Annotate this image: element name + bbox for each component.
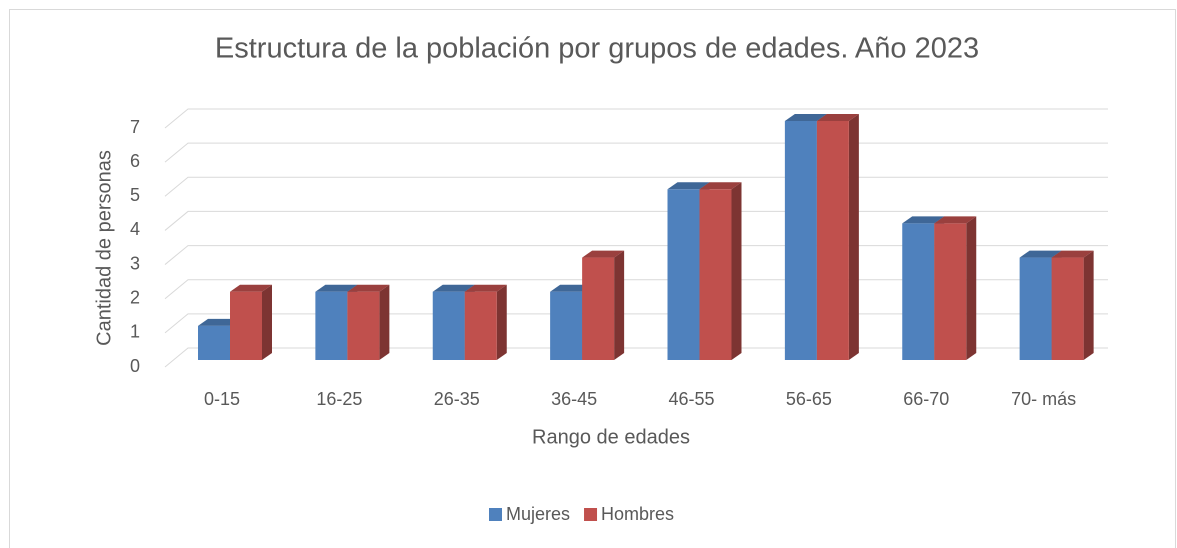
x-tick-label: 46-55 — [668, 389, 714, 409]
legend-swatch — [584, 508, 598, 521]
x-tick-label: 66-70 — [903, 389, 949, 409]
bar — [1019, 257, 1052, 360]
bar — [934, 223, 967, 360]
chart-title: Estructura de la población por grupos de… — [215, 33, 979, 65]
y-tick-label: 0 — [130, 356, 140, 376]
legend-swatch — [489, 508, 502, 521]
bar — [784, 121, 817, 360]
x-tick-label: 56-65 — [786, 389, 832, 409]
bar-top — [464, 284, 507, 292]
bar-top — [934, 216, 977, 224]
bar — [816, 121, 849, 360]
bar — [699, 189, 732, 360]
bar — [902, 223, 935, 360]
y-tick-label: 7 — [130, 117, 140, 137]
bar-top — [667, 182, 710, 190]
y-tick-label: 3 — [130, 253, 140, 273]
bar-top — [315, 284, 358, 292]
bar-side — [496, 284, 507, 360]
x-axis-label: Rango de edades — [532, 426, 690, 448]
bar-top — [432, 284, 475, 292]
bar-top — [198, 318, 240, 326]
bar — [315, 291, 348, 360]
bar — [582, 257, 615, 360]
legend-label: Mujeres — [506, 504, 570, 524]
bar-side — [731, 182, 742, 360]
bar-top — [347, 284, 390, 292]
bar-top — [816, 114, 859, 121]
bar-top — [230, 284, 272, 292]
bar-top — [784, 114, 827, 121]
bar-side — [848, 114, 859, 360]
bar-side — [614, 250, 625, 360]
bar-top — [902, 216, 945, 224]
bar-side — [262, 284, 272, 360]
bar-top — [699, 182, 742, 190]
x-tick-label: 16-25 — [316, 389, 362, 409]
bar — [667, 189, 700, 360]
y-tick-label: 4 — [130, 219, 140, 239]
bar — [464, 291, 497, 360]
bar-side — [1083, 250, 1094, 360]
y-tick-label: 5 — [130, 185, 140, 205]
x-tick-label: 36-45 — [551, 389, 597, 409]
bar — [230, 291, 262, 360]
y-tick-label: 6 — [130, 151, 140, 171]
bar-side — [379, 284, 390, 360]
bar — [550, 291, 583, 360]
bar — [198, 325, 230, 360]
x-tick-label: 26-35 — [434, 389, 480, 409]
bar — [347, 291, 380, 360]
y-tick-label: 1 — [130, 322, 140, 342]
bar-top — [582, 250, 625, 258]
bar-top — [1051, 250, 1094, 258]
y-tick-label: 2 — [130, 287, 140, 307]
legend-label: Hombres — [601, 504, 674, 524]
x-tick-label: 0-15 — [204, 389, 240, 409]
y-axis-label: Cantidad de personas — [93, 150, 115, 346]
x-tick-label: 70- más — [1011, 389, 1076, 409]
grid-line — [164, 108, 1108, 129]
bar-top — [550, 284, 593, 292]
bar — [432, 291, 465, 360]
bar-side — [966, 216, 977, 360]
bar-top — [1019, 250, 1062, 258]
bar — [1051, 257, 1084, 360]
